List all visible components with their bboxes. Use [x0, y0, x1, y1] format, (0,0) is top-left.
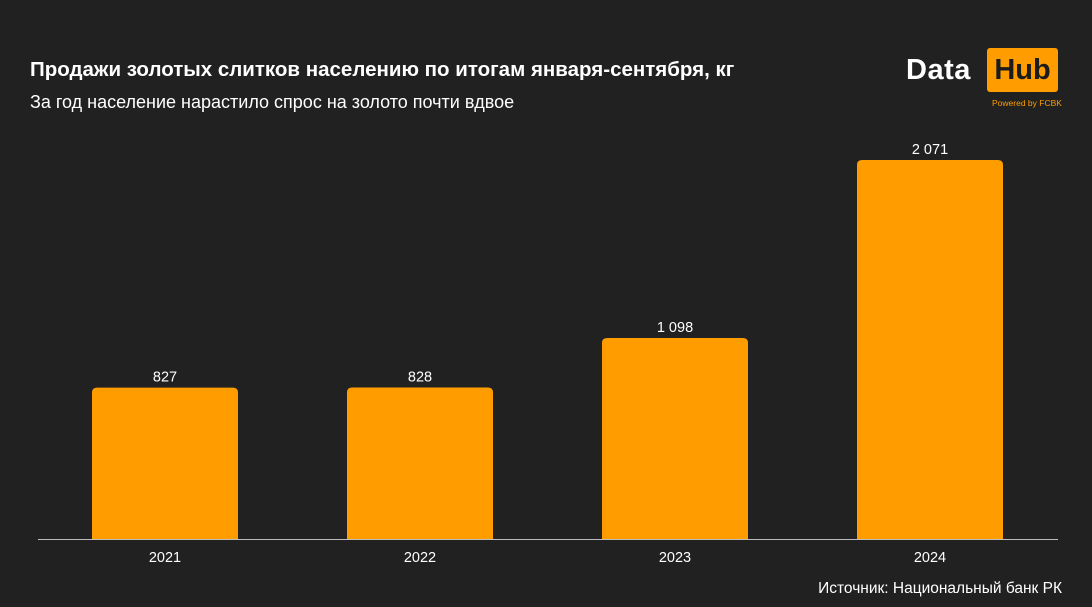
bar-2024	[857, 160, 1003, 539]
bar-2023	[602, 338, 748, 539]
source-note: Источник: Национальный банк РК	[818, 580, 1062, 597]
value-label-2024: 2 071	[912, 142, 948, 158]
x-tick-label-2024: 2024	[914, 550, 946, 566]
logo-powered-text: Powered by FCBK	[992, 98, 1062, 108]
bar-2022	[347, 387, 493, 539]
bar-2021	[92, 387, 238, 539]
value-label-2021: 827	[153, 370, 177, 386]
value-label-2022: 828	[408, 369, 432, 385]
logo-hub-text: Hub	[987, 48, 1058, 92]
chart-title: Продажи золотых слитков населению по ито…	[30, 58, 735, 81]
value-label-2023: 1 098	[657, 320, 693, 336]
x-tick-label-2022: 2022	[404, 550, 436, 566]
logo-data-text: Data	[906, 54, 971, 86]
x-tick-label-2023: 2023	[659, 550, 691, 566]
chart-subtitle: За год население нарастило спрос на золо…	[30, 92, 515, 112]
datahub-logo: Data Hub Powered by FCBK	[906, 48, 1066, 114]
x-tick-label-2021: 2021	[149, 550, 181, 566]
